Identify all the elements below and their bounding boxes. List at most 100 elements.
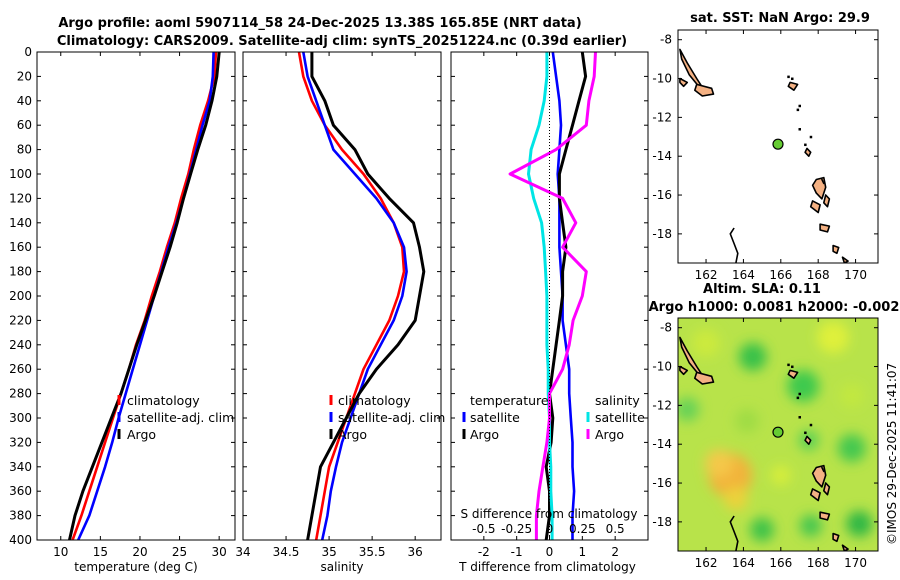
sdiff-xlabel: S difference from climatology xyxy=(461,507,638,521)
figure-title-line2: Climatology: CARS2009. Satellite-adj cli… xyxy=(57,34,627,49)
depth-tick-label: 380 xyxy=(9,509,32,523)
speck-island xyxy=(798,128,801,131)
temperature-legend: climatology satellite-adj. clim Argo xyxy=(117,393,234,442)
difference-profile-series-group xyxy=(508,52,597,540)
salinity-xlabel: salinity xyxy=(320,560,363,574)
salinity-profile-series-group xyxy=(297,52,426,540)
lat-tick-label: -16 xyxy=(652,188,672,202)
lon-tick-label: 168 xyxy=(807,556,830,570)
salinity-xtick-label: 34.5 xyxy=(273,545,300,559)
temperature-xtick-label: 25 xyxy=(172,545,187,559)
depth-tick-label: 320 xyxy=(9,435,32,449)
sla-map-title-line1: Altim. SLA: 0.11 xyxy=(703,282,821,297)
legend-salinity-title: salinity xyxy=(595,393,640,408)
speck-island xyxy=(787,363,790,367)
depth-tick-label: 300 xyxy=(9,411,32,425)
speck-island xyxy=(809,423,813,427)
legend-t-entry-0: satellite xyxy=(470,410,520,425)
sla-blob xyxy=(705,449,734,478)
island xyxy=(679,77,689,88)
sdiff-tick-label: -0.5 xyxy=(472,522,495,536)
temperature-panel: 0 20 40 60 80 100 120 140 160 180 200 220 240 260 280 3… xyxy=(9,45,236,574)
sla-map: 162 164 166 168 170 -8 -10 -12 -14 -16 -18 xyxy=(652,317,879,570)
imos-credit: ©IMOS 29-Dec-2025 11:41:07 xyxy=(885,363,899,545)
argo-position-marker xyxy=(772,426,784,438)
lat-tick-label: -16 xyxy=(652,476,672,490)
island xyxy=(841,544,849,551)
depth-tick-label: 180 xyxy=(9,265,32,279)
speck-island xyxy=(798,392,801,396)
speck-island xyxy=(804,143,807,147)
salinity-xtick-label: 36 xyxy=(408,545,423,559)
salinity-xtick-label: 34 xyxy=(235,545,250,559)
legend-s-entry-0: satellite xyxy=(595,410,645,425)
lat-tick-label: -14 xyxy=(652,149,672,163)
lat-tick-label: -10 xyxy=(652,72,672,86)
sst-map: 162 164 166 168 170 -8 -10 -12 -14 -16 -18 xyxy=(652,29,879,282)
sst-map-frame xyxy=(677,29,879,264)
island xyxy=(819,511,831,521)
island xyxy=(694,83,715,97)
sdiff-tick-label: 0 xyxy=(546,522,554,536)
legend-entry-2: Argo xyxy=(338,427,367,442)
sla-blob xyxy=(787,369,820,402)
salinity-xtick-label: 35.5 xyxy=(359,545,386,559)
island xyxy=(823,194,831,208)
depth-tick-label: 220 xyxy=(9,313,32,327)
tdiff-xtick-label: 0 xyxy=(546,545,554,559)
argo-position-marker xyxy=(772,138,784,150)
tdiff-xtick-label: -2 xyxy=(478,545,490,559)
depth-tick-label: 280 xyxy=(9,387,32,401)
tdiff-xtick-label: 1 xyxy=(579,545,587,559)
lat-tick-label: -18 xyxy=(652,227,672,241)
island xyxy=(679,365,689,376)
depth-tick-label: 260 xyxy=(9,362,32,376)
depth-tick-label: 100 xyxy=(9,167,32,181)
sla-blob xyxy=(723,486,748,511)
depth-tick-label: 400 xyxy=(9,533,32,547)
island xyxy=(694,371,715,385)
tdiff-xlabel: T difference from climatology xyxy=(458,560,636,574)
lat-tick-label: -8 xyxy=(660,33,672,47)
depth-tick-label: 200 xyxy=(9,289,32,303)
figure-title-line1: Argo profile: aoml 5907114_58 24-Dec-202… xyxy=(58,16,581,31)
legend-entry-0: climatology xyxy=(338,393,411,408)
temperature-xtick-label: 10 xyxy=(53,545,68,559)
sla-map-frame xyxy=(677,317,879,552)
sla-blob xyxy=(846,510,873,537)
sla-blob xyxy=(692,329,721,358)
sst-map-title: sat. SST: NaN Argo: 29.9 xyxy=(690,11,870,26)
legend-entry-1: satellite-adj. clim xyxy=(338,410,445,425)
lon-tick-label: 164 xyxy=(732,556,755,570)
island xyxy=(809,200,821,214)
depth-tick-label: 40 xyxy=(17,94,32,108)
sla-blob xyxy=(750,517,775,542)
sla-blob xyxy=(799,514,822,537)
depth-tick-label: 160 xyxy=(9,240,32,254)
lat-tick-label: -10 xyxy=(652,360,672,374)
salinity-legend: climatology satellite-adj. clim Argo xyxy=(329,393,445,442)
lat-tick-label: -14 xyxy=(652,437,672,451)
sla-field xyxy=(678,321,873,542)
sdiff-tick-label: 0.25 xyxy=(569,522,596,536)
island xyxy=(841,256,849,263)
speck-island xyxy=(796,396,800,400)
new-caledonia-coast xyxy=(729,227,739,263)
sla-blob xyxy=(770,465,791,486)
lon-tick-label: 166 xyxy=(769,556,792,570)
sla-map-content xyxy=(678,321,873,551)
salinity-xtick-label: 35 xyxy=(321,545,336,559)
temperature-xtick-label: 15 xyxy=(93,545,108,559)
speck-island xyxy=(809,135,813,139)
legend-temperature-title: temperature xyxy=(470,393,549,408)
temperature-xtick-label: 20 xyxy=(132,545,147,559)
island xyxy=(787,369,799,379)
speck-island xyxy=(791,365,794,369)
sla-map-title-line2: Argo h1000: 0.0081 h2000: -0.002 xyxy=(649,300,900,315)
temperature-xlabel: temperature (deg C) xyxy=(74,560,197,574)
speck-island xyxy=(798,104,801,108)
island xyxy=(809,488,821,502)
depth-tick-label: 0 xyxy=(24,45,32,59)
depth-tick-label: 360 xyxy=(9,484,32,498)
